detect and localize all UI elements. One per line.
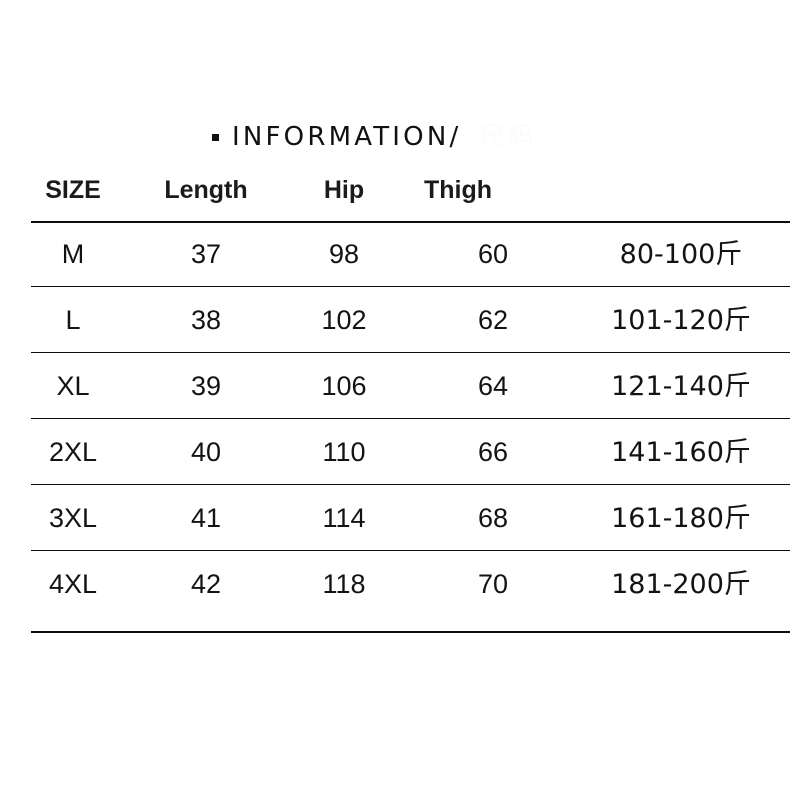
header-divider <box>31 221 790 223</box>
cell-hip: 106 <box>321 370 367 401</box>
cell-thigh: 68 <box>477 502 509 533</box>
cell-size: 3XL <box>48 502 98 533</box>
cell-hip: 102 <box>321 304 367 335</box>
cell-weight: 101-120斤 <box>611 304 751 336</box>
row-divider <box>31 484 790 485</box>
cell-thigh: 62 <box>477 304 509 335</box>
table-header-row: SIZE Length Hip Thigh <box>0 175 800 223</box>
cell-thigh: 64 <box>477 370 509 401</box>
cell-hip: 118 <box>322 568 366 599</box>
square-bullet-icon <box>212 133 219 141</box>
cell-length: 37 <box>190 238 222 269</box>
cell-weight: 141-160斤 <box>611 436 751 468</box>
column-header-weight <box>576 175 786 178</box>
cell-size: M <box>61 238 85 269</box>
page-title-faded-text: 尺码 <box>478 122 537 152</box>
cell-size: 2XL <box>48 436 98 467</box>
row-divider <box>31 286 790 287</box>
table-row: 3XL 41 114 68 161-180斤 <box>0 485 800 551</box>
cell-size: XL <box>56 370 90 401</box>
column-header-hip: Hip <box>323 176 365 204</box>
cell-thigh: 66 <box>477 436 509 467</box>
cell-length: 38 <box>190 304 222 335</box>
row-divider <box>31 352 790 353</box>
size-information-table: SIZE Length Hip Thigh M 37 98 60 80-100斤… <box>0 175 800 633</box>
cell-hip: 114 <box>322 502 366 533</box>
column-header-length: Length <box>164 176 248 204</box>
cell-thigh: 70 <box>477 568 509 599</box>
cell-size: L <box>65 304 81 335</box>
page-title: INFORMATION/ 尺码 <box>212 124 537 150</box>
table-row: M 37 98 60 80-100斤 <box>0 221 800 287</box>
cell-weight: 121-140斤 <box>611 370 751 402</box>
row-divider <box>31 418 790 419</box>
cell-hip: 110 <box>322 436 366 467</box>
column-header-thigh: Thigh <box>424 176 493 204</box>
table-row: L 38 102 62 101-120斤 <box>0 287 800 353</box>
cell-thigh: 60 <box>477 238 509 269</box>
page-title-text: INFORMATION/ <box>232 122 462 152</box>
row-divider <box>31 550 790 551</box>
cell-length: 39 <box>190 370 222 401</box>
table-row: XL 39 106 64 121-140斤 <box>0 353 800 419</box>
table-row: 2XL 40 110 66 141-160斤 <box>0 419 800 485</box>
cell-weight: 80-100斤 <box>619 238 743 270</box>
column-header-size: SIZE <box>45 176 101 204</box>
cell-size: 4XL <box>48 568 98 599</box>
table-row: 4XL 42 118 70 181-200斤 <box>0 551 800 633</box>
cell-length: 40 <box>190 436 222 467</box>
table-bottom-divider <box>31 631 790 633</box>
cell-hip: 98 <box>328 238 360 269</box>
cell-length: 41 <box>190 502 222 533</box>
cell-length: 42 <box>190 568 222 599</box>
cell-weight: 161-180斤 <box>611 502 751 534</box>
cell-weight: 181-200斤 <box>611 568 751 600</box>
